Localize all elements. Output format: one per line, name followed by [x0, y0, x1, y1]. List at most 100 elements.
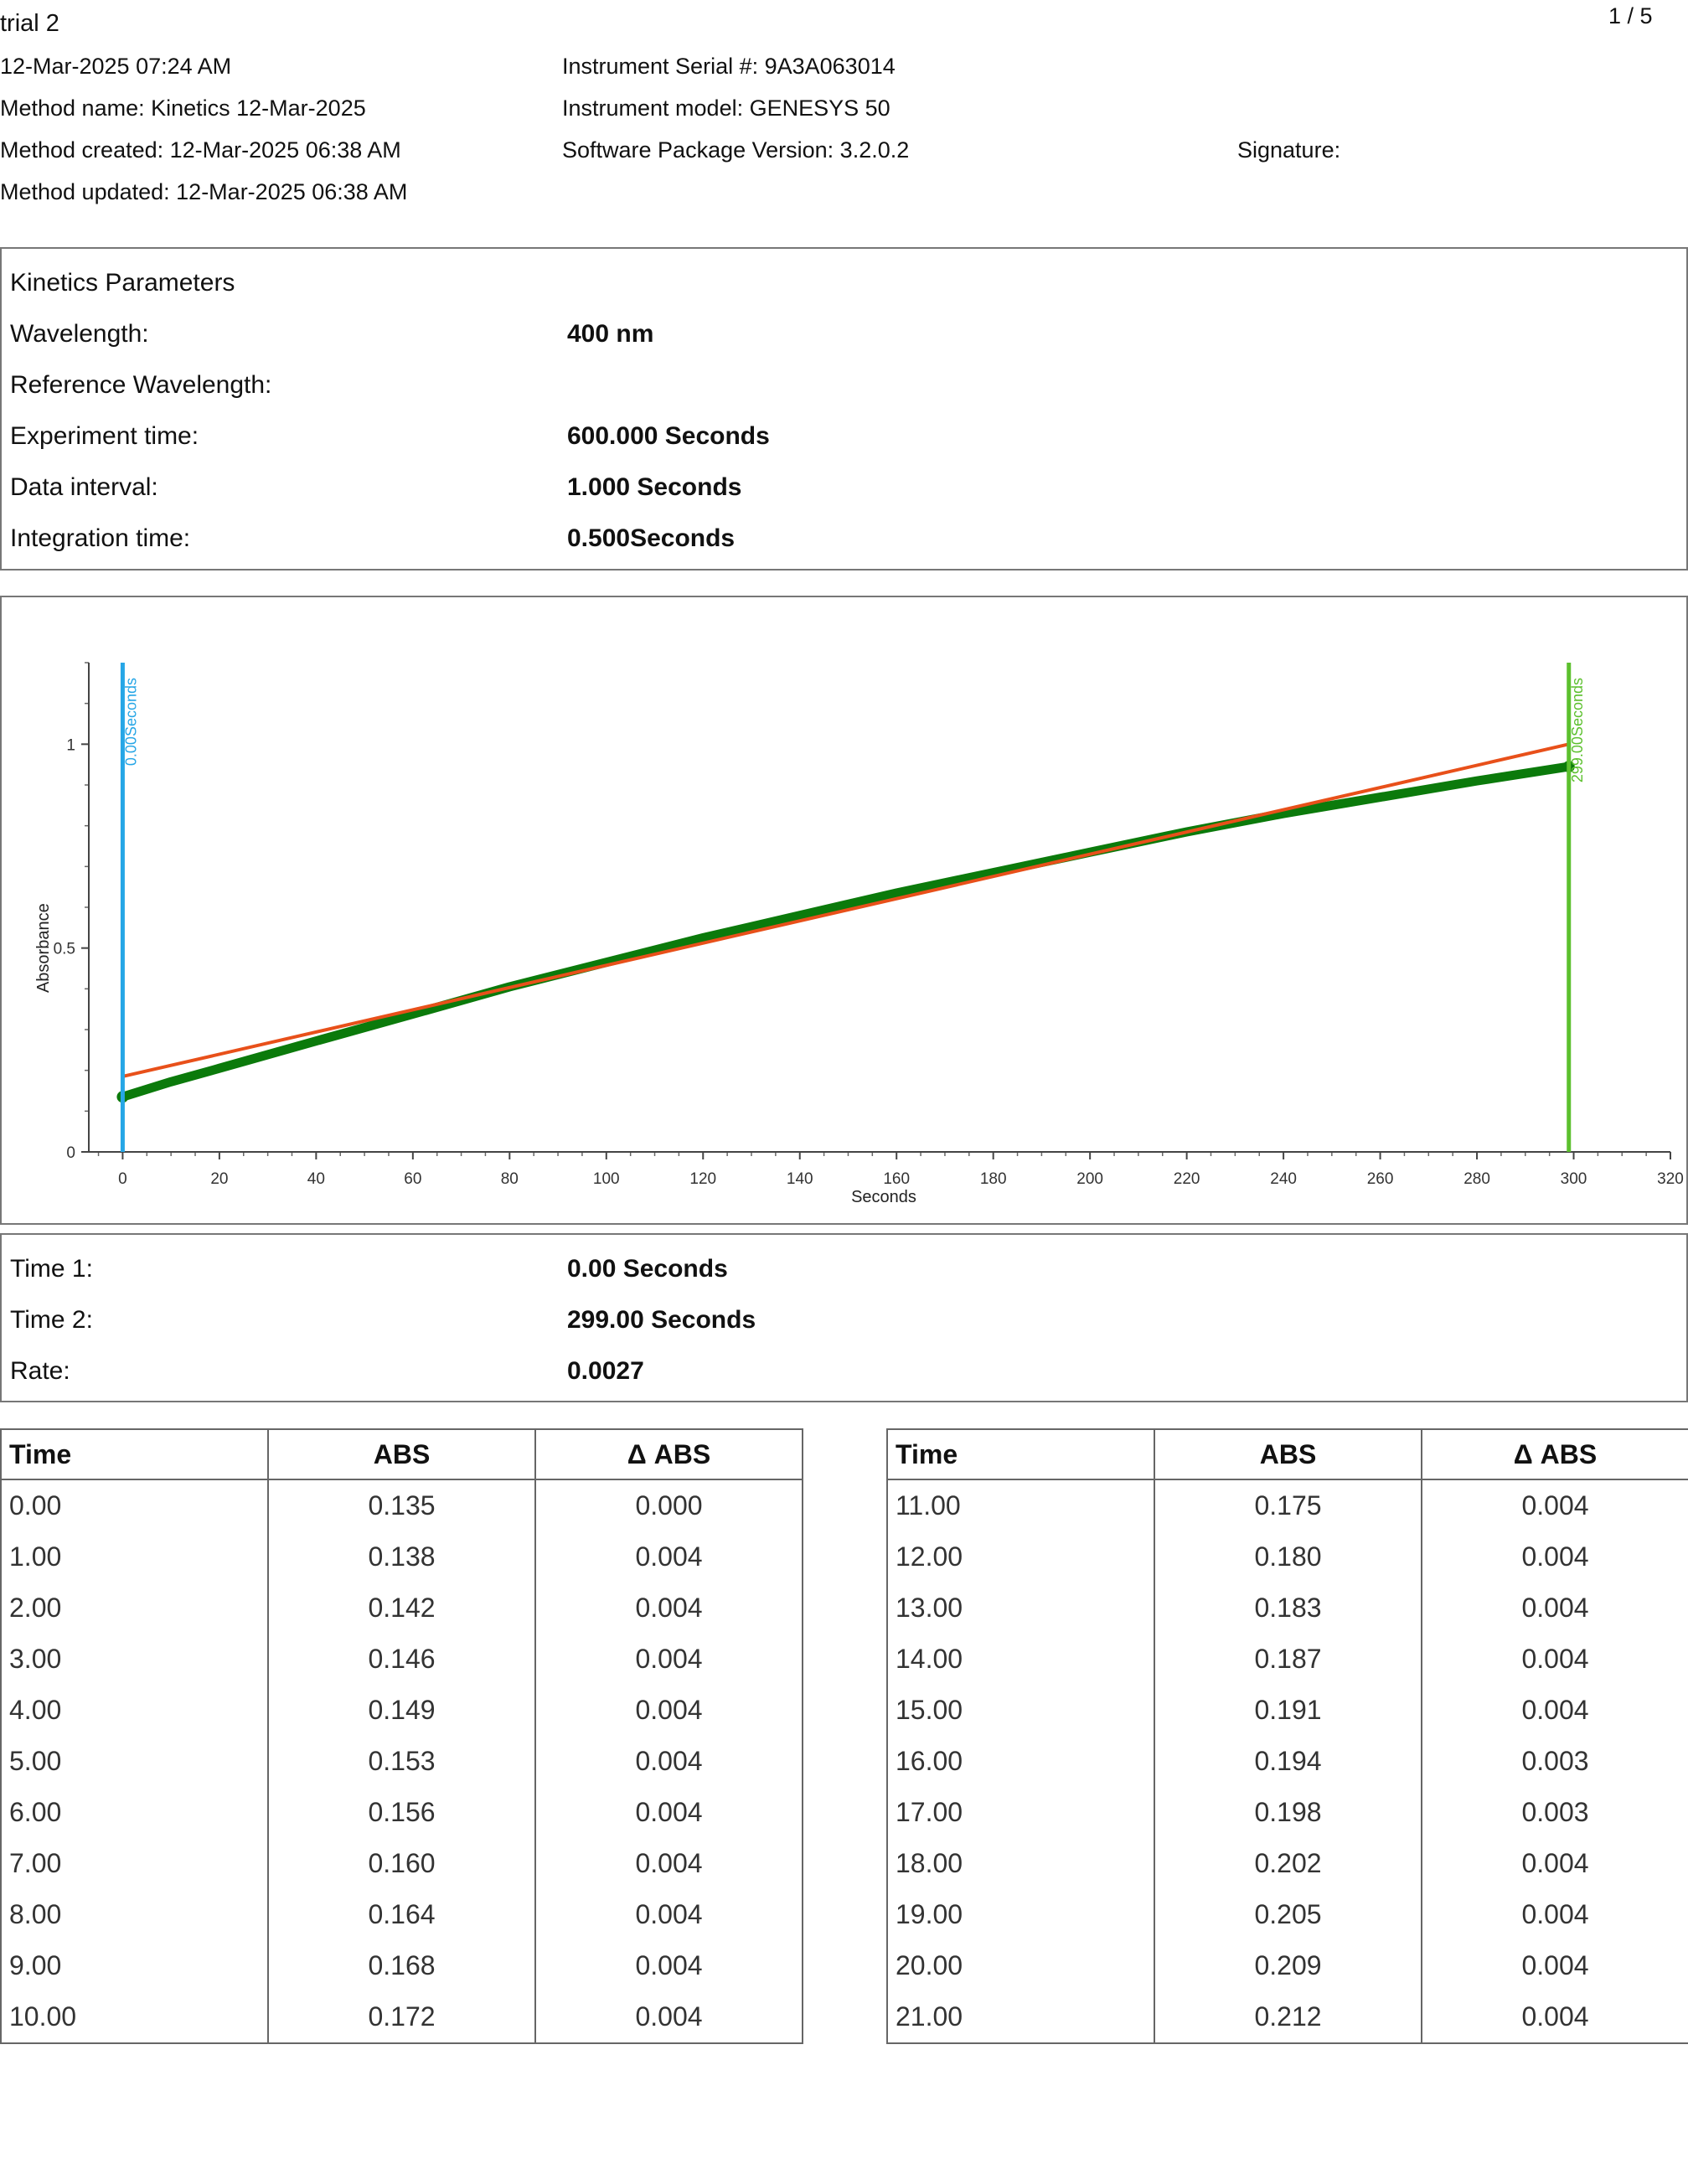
x-tick-label: 260 — [1367, 1170, 1394, 1188]
cell-delta-abs: 0.004 — [534, 1838, 803, 1889]
results-panel: Time 1: 0.00 Seconds Time 2: 299.00 Seco… — [0, 1233, 1688, 1402]
table-row: 3.00 0.146 0.004 — [0, 1634, 803, 1685]
cell-delta-abs: 0.004 — [1421, 1531, 1688, 1582]
method-created: Method created: 12-Mar-2025 06:38 AM — [0, 137, 401, 163]
y-tick-label: 0 — [66, 1144, 75, 1162]
table-row: 11.00 0.175 0.004 — [886, 1479, 1688, 1531]
result-value: 0.00 Seconds — [567, 1255, 728, 1283]
cell-time: 10.00 — [0, 1991, 269, 2044]
cell-delta-abs: 0.000 — [534, 1479, 803, 1531]
x-tick-label: 220 — [1174, 1170, 1200, 1188]
cell-delta-abs: 0.004 — [534, 1991, 803, 2044]
cell-delta-abs: 0.003 — [1421, 1736, 1688, 1787]
x-tick-label: 100 — [593, 1170, 620, 1188]
page-indicator: 1 / 5 — [1608, 3, 1653, 28]
x-tick-label: 240 — [1270, 1170, 1297, 1188]
cell-time: 5.00 — [0, 1736, 269, 1787]
cell-abs: 0.135 — [267, 1479, 536, 1531]
cell-time: 4.00 — [0, 1685, 269, 1736]
x-tick-label: 300 — [1561, 1170, 1587, 1188]
table-row: 10.00 0.172 0.004 — [0, 1991, 803, 2044]
cell-abs: 0.198 — [1154, 1787, 1422, 1838]
cell-time: 11.00 — [886, 1479, 1155, 1531]
y-tick-label: 0.5 — [54, 941, 75, 958]
signature-label: Signature: — [1237, 137, 1341, 163]
cell-time: 15.00 — [886, 1685, 1155, 1736]
cell-delta-abs: 0.004 — [534, 1889, 803, 1940]
data-table-right: Time ABS Δ ABS 11.00 0.175 0.004 12.00 0.180… — [886, 1428, 1688, 2044]
param-label: Reference Wavelength: — [10, 371, 272, 399]
instrument-model: Instrument model: GENESYS 50 — [562, 96, 890, 121]
cell-time: 0.00 — [0, 1479, 269, 1531]
cell-abs: 0.138 — [267, 1531, 536, 1582]
cell-time: 3.00 — [0, 1634, 269, 1685]
table-row: 19.00 0.205 0.004 — [886, 1889, 1688, 1940]
kinetics-chart-panel: 0 0.5 1 0 20 40 60 80 100 120 140 160 180 200 220 240 2… — [0, 596, 1688, 1225]
cell-abs: 0.149 — [267, 1685, 536, 1736]
cell-abs: 0.175 — [1154, 1479, 1422, 1531]
cell-abs: 0.160 — [267, 1838, 536, 1889]
absorbance-series-line — [117, 762, 1574, 1102]
column-header-delta-abs: Δ ABS — [534, 1428, 803, 1480]
cell-abs: 0.209 — [1154, 1940, 1422, 1991]
cell-delta-abs: 0.004 — [1421, 1582, 1688, 1634]
cell-abs: 0.153 — [267, 1736, 536, 1787]
cell-abs: 0.142 — [267, 1582, 536, 1634]
cell-delta-abs: 0.004 — [534, 1787, 803, 1838]
table-row: 20.00 0.209 0.004 — [886, 1940, 1688, 1991]
data-table-left: Time ABS Δ ABS 0.00 0.135 0.000 1.00 0.138 0.… — [0, 1428, 803, 2044]
x-tick-label: 320 — [1657, 1170, 1684, 1188]
result-label: Rate: — [10, 1357, 70, 1385]
result-label: Time 2: — [10, 1306, 93, 1334]
table-row: 8.00 0.164 0.004 — [0, 1889, 803, 1940]
column-header-time: Time — [0, 1428, 269, 1480]
param-label: Integration time: — [10, 524, 191, 552]
x-tick-label: 40 — [307, 1170, 325, 1188]
y-axis-label: Absorbance — [34, 903, 53, 993]
param-value: 1.000 Seconds — [567, 473, 742, 501]
table-row: 5.00 0.153 0.004 — [0, 1736, 803, 1787]
report-title: trial 2 — [0, 10, 59, 37]
table-row: 7.00 0.160 0.004 — [0, 1838, 803, 1889]
table-row: 15.00 0.191 0.004 — [886, 1685, 1688, 1736]
cell-delta-abs: 0.004 — [1421, 1991, 1688, 2044]
cell-time: 18.00 — [886, 1838, 1155, 1889]
cell-abs: 0.205 — [1154, 1889, 1422, 1940]
column-header-time: Time — [886, 1428, 1155, 1480]
table-row: 9.00 0.168 0.004 — [0, 1940, 803, 1991]
cell-abs: 0.180 — [1154, 1531, 1422, 1582]
table-row: 16.00 0.194 0.003 — [886, 1736, 1688, 1787]
cell-delta-abs: 0.004 — [1421, 1479, 1688, 1531]
table-row: 2.00 0.142 0.004 — [0, 1582, 803, 1634]
table-row: 12.00 0.180 0.004 — [886, 1531, 1688, 1582]
table-row: 14.00 0.187 0.004 — [886, 1634, 1688, 1685]
cell-abs: 0.183 — [1154, 1582, 1422, 1634]
column-header-abs: ABS — [1154, 1428, 1422, 1480]
x-tick-label: 120 — [689, 1170, 716, 1188]
table-row: 18.00 0.202 0.004 — [886, 1838, 1688, 1889]
result-value: 0.0027 — [567, 1357, 644, 1385]
cell-delta-abs: 0.004 — [534, 1582, 803, 1634]
x-tick-label: 180 — [980, 1170, 1007, 1188]
cell-time: 19.00 — [886, 1889, 1155, 1940]
cell-delta-abs: 0.004 — [1421, 1838, 1688, 1889]
table-row: 4.00 0.149 0.004 — [0, 1685, 803, 1736]
y-tick-label: 1 — [66, 736, 75, 754]
x-tick-label: 160 — [883, 1170, 910, 1188]
cell-time: 20.00 — [886, 1940, 1155, 1991]
param-value: 0.500Seconds — [567, 524, 736, 552]
linear-fit-line — [121, 742, 1570, 1078]
cell-time: 9.00 — [0, 1940, 269, 1991]
x-tick-label: 140 — [787, 1170, 813, 1188]
result-label: Time 1: — [10, 1255, 93, 1283]
cell-abs: 0.194 — [1154, 1736, 1422, 1787]
cell-delta-abs: 0.003 — [1421, 1787, 1688, 1838]
x-tick-label: 80 — [501, 1170, 519, 1188]
cell-abs: 0.202 — [1154, 1838, 1422, 1889]
cell-time: 1.00 — [0, 1531, 269, 1582]
x-tick-label: 60 — [404, 1170, 421, 1188]
param-value: 600.000 Seconds — [567, 422, 770, 450]
column-header-delta-abs: Δ ABS — [1421, 1428, 1688, 1480]
x-tick-label: 280 — [1463, 1170, 1490, 1188]
cell-delta-abs: 0.004 — [534, 1736, 803, 1787]
